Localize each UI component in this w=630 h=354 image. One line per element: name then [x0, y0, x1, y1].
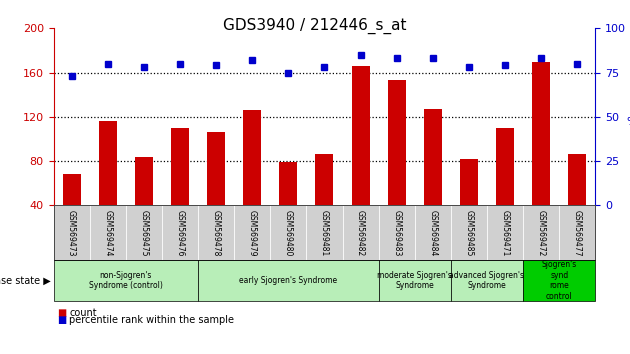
Text: GSM569472: GSM569472: [537, 210, 546, 256]
Text: GDS3940 / 212446_s_at: GDS3940 / 212446_s_at: [223, 18, 407, 34]
Bar: [279, 162, 297, 250]
Text: GSM569482: GSM569482: [356, 210, 365, 256]
Bar: [424, 109, 442, 250]
Text: GSM569471: GSM569471: [501, 210, 510, 256]
Text: GSM569485: GSM569485: [464, 210, 473, 256]
Y-axis label: %: %: [626, 117, 630, 127]
Text: GSM569473: GSM569473: [67, 210, 76, 256]
Bar: [62, 175, 81, 250]
Text: GSM569475: GSM569475: [139, 210, 148, 256]
Text: disease state ▶: disease state ▶: [0, 275, 50, 286]
Text: early Sjogren's Syndrome: early Sjogren's Syndrome: [239, 276, 338, 285]
Bar: [135, 156, 153, 250]
Text: GSM569477: GSM569477: [573, 210, 581, 256]
Bar: [496, 128, 514, 250]
Text: moderate Sjogren's
Syndrome: moderate Sjogren's Syndrome: [377, 271, 452, 290]
Bar: [352, 66, 370, 250]
Text: GSM569481: GSM569481: [320, 210, 329, 256]
Text: advanced Sjogren's
Syndrome: advanced Sjogren's Syndrome: [449, 271, 525, 290]
Text: count: count: [69, 308, 97, 318]
Bar: [316, 154, 333, 250]
Text: GSM569478: GSM569478: [212, 210, 220, 256]
Text: non-Sjogren's
Syndrome (control): non-Sjogren's Syndrome (control): [89, 271, 163, 290]
Text: GSM569479: GSM569479: [248, 210, 256, 256]
Bar: [532, 62, 550, 250]
Text: GSM569474: GSM569474: [103, 210, 112, 256]
Text: GSM569476: GSM569476: [176, 210, 185, 256]
Text: GSM569480: GSM569480: [284, 210, 293, 256]
Bar: [460, 159, 478, 250]
Bar: [171, 128, 189, 250]
Text: GSM569483: GSM569483: [392, 210, 401, 256]
Bar: [207, 132, 225, 250]
Text: percentile rank within the sample: percentile rank within the sample: [69, 315, 234, 325]
Bar: [243, 110, 261, 250]
Bar: [387, 80, 406, 250]
Text: ■: ■: [57, 315, 66, 325]
Text: GSM569484: GSM569484: [428, 210, 437, 256]
Bar: [568, 154, 587, 250]
Text: Sjogren's
synd
rome
control: Sjogren's synd rome control: [542, 261, 577, 301]
Text: ■: ■: [57, 308, 66, 318]
Bar: [99, 121, 117, 250]
